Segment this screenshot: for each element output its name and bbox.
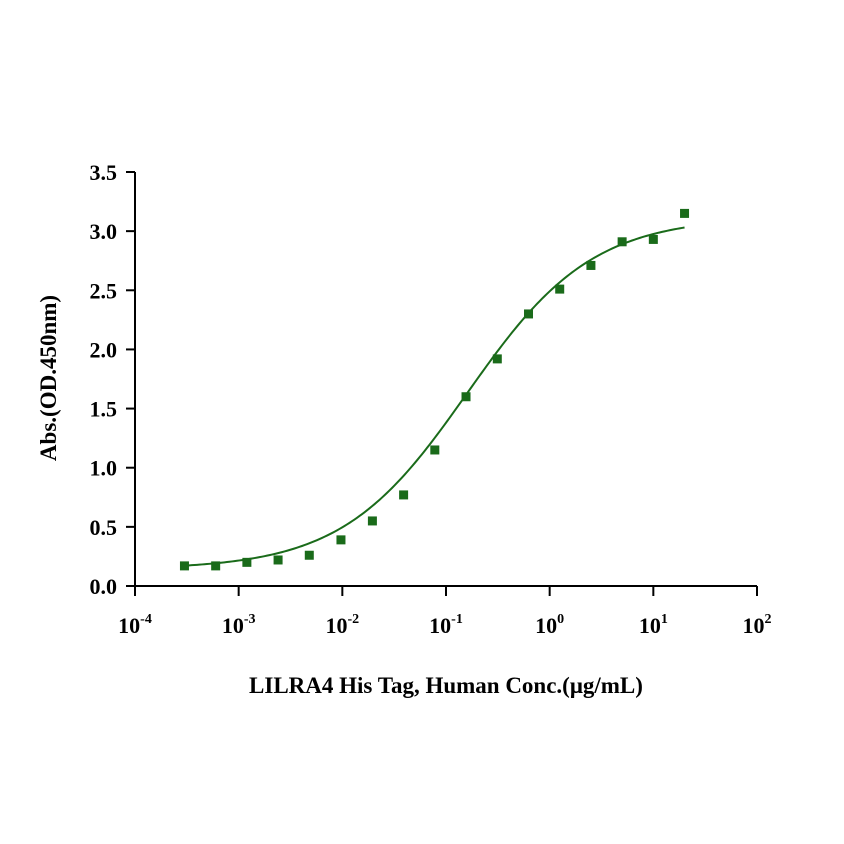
data-point <box>336 535 346 545</box>
data-point <box>680 208 690 218</box>
y-axis-title: Abs.(OD.450nm) <box>36 295 61 461</box>
x-tick-label: 10-4 <box>118 612 152 638</box>
x-ticks: 10-4 10-3 10-2 10-1 100 101 102 <box>118 586 772 638</box>
data-point <box>367 516 377 526</box>
y-tick-label: 0.5 <box>90 515 118 540</box>
y-tick-label: 2.5 <box>90 278 118 303</box>
fit-curve <box>184 226 685 567</box>
data-point <box>555 284 565 294</box>
x-tick-label: 10-1 <box>429 612 463 638</box>
data-point <box>273 555 283 565</box>
x-tick-label: 10-2 <box>325 612 359 638</box>
data-point <box>304 550 314 560</box>
data-points <box>179 208 690 571</box>
data-point <box>586 260 596 270</box>
y-tick-label: 1.0 <box>90 456 118 481</box>
data-point <box>492 354 502 364</box>
x-tick-label: 100 <box>535 612 564 638</box>
y-tick-label: 3.5 <box>90 160 118 185</box>
axes <box>134 172 757 587</box>
data-point <box>242 557 252 567</box>
data-point <box>399 490 409 500</box>
data-point <box>211 561 221 571</box>
data-point <box>430 445 440 455</box>
x-tick-label: 102 <box>743 612 772 638</box>
data-point <box>524 309 534 319</box>
data-point <box>461 392 471 402</box>
data-point <box>179 561 189 571</box>
y-tick-label: 2.0 <box>90 337 118 362</box>
y-tick-label: 3.0 <box>90 219 118 244</box>
data-point <box>648 234 658 244</box>
y-ticks: 0.0 0.5 1.0 1.5 2.0 2.5 3.0 3.5 <box>90 160 135 599</box>
x-tick-label: 101 <box>639 612 668 638</box>
x-tick-label: 10-3 <box>222 612 256 638</box>
y-tick-label: 0.0 <box>90 574 118 599</box>
x-axis-title: LILRA4 His Tag, Human Conc.(μg/mL) <box>249 673 643 698</box>
data-point <box>617 237 627 247</box>
y-tick-label: 1.5 <box>90 397 118 422</box>
